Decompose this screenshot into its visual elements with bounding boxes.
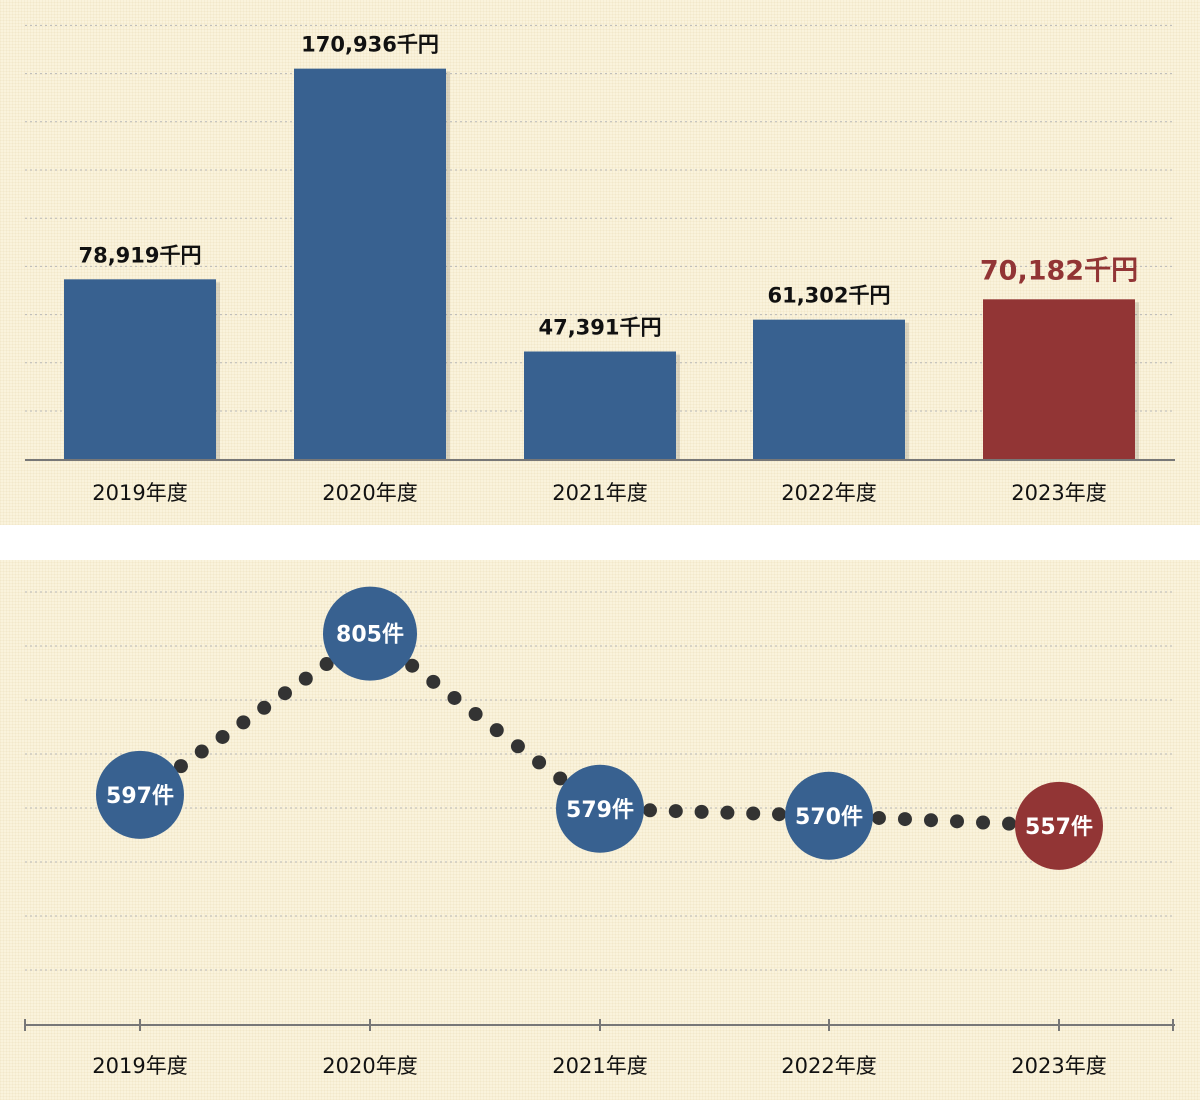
- x-tick-label: 2019年度: [92, 1054, 187, 1078]
- dotted-line-dot: [489, 723, 504, 738]
- dotted-line-dot: [772, 807, 787, 822]
- x-tick-label: 2022年度: [781, 481, 876, 505]
- x-tick-label: 2023年度: [1011, 1054, 1106, 1078]
- bar-value-label: 47,391千円: [538, 315, 661, 339]
- dotted-line-dot: [976, 815, 991, 830]
- point-value-label: 597件: [106, 784, 174, 809]
- data-point: [785, 771, 873, 860]
- line-chart-panel: 597件 2019年度 805件 2020年度 579件 2021年度 570件 2022年度…: [0, 560, 1200, 1100]
- dotted-line-dot: [405, 658, 420, 673]
- dotted-line-dot: [642, 803, 657, 818]
- dotted-line-dot: [950, 814, 965, 829]
- dotted-line-dot: [447, 690, 462, 705]
- point-value-label: 570件: [795, 805, 863, 830]
- x-tick-label: 2022年度: [781, 1054, 876, 1078]
- bar: [524, 351, 676, 460]
- bar: [64, 279, 216, 460]
- dotted-line-dot: [468, 707, 483, 722]
- bar: [753, 319, 905, 460]
- bar-chart: 78,919千円 2019年度 170,936千円 2020年度 47,391千円 202…: [25, 24, 1175, 505]
- dotted-line-dot: [694, 804, 709, 819]
- bar-value-label: 170,936千円: [301, 33, 439, 57]
- data-point: [1015, 781, 1103, 870]
- bar-value-label: 70,182千円: [980, 255, 1138, 286]
- data-point: [556, 764, 644, 853]
- data-point: [96, 750, 184, 839]
- dotted-line-dot: [923, 813, 938, 828]
- dotted-line-dot: [553, 771, 568, 786]
- x-tick-label: 2020年度: [322, 1054, 417, 1078]
- bar-value-label: 78,919千円: [78, 243, 201, 267]
- dotted-line-dot: [298, 671, 313, 686]
- dotted-line-dot: [257, 700, 272, 715]
- point-value-label: 557件: [1025, 815, 1093, 840]
- dotted-line-dot: [668, 804, 683, 819]
- point-value-label: 579件: [566, 798, 634, 823]
- x-tick-label: 2021年度: [552, 1054, 647, 1078]
- x-tick-label: 2023年度: [1011, 481, 1106, 505]
- point-value-label: 805件: [336, 623, 404, 648]
- dotted-line-dot: [215, 729, 230, 744]
- dotted-line-dot: [426, 674, 441, 689]
- line-gridlines: [25, 591, 1175, 971]
- dotted-line-dot: [1002, 816, 1017, 831]
- bar: [294, 68, 446, 461]
- dotted-line-dot: [746, 806, 761, 821]
- dotted-line-dot: [194, 744, 209, 759]
- dotted-line-dot: [871, 810, 886, 825]
- dotted-line-dot: [532, 755, 547, 770]
- dotted-line-dot: [720, 805, 735, 820]
- line-chart: 597件 2019年度 805件 2020年度 579件 2021年度 570件 2022年度…: [24, 586, 1175, 1078]
- bar-value-label: 61,302千円: [767, 284, 890, 308]
- dotted-line-dot: [277, 686, 292, 701]
- bar-chart-panel: 78,919千円 2019年度 170,936千円 2020年度 47,391千円 202…: [0, 0, 1200, 525]
- dotted-line-dot: [510, 739, 525, 754]
- x-tick-label: 2020年度: [322, 481, 417, 505]
- x-tick-label: 2019年度: [92, 481, 187, 505]
- x-tick-label: 2021年度: [552, 481, 647, 505]
- bar: [983, 299, 1135, 460]
- dotted-line-dot: [236, 715, 251, 730]
- dotted-line-dot: [319, 657, 334, 672]
- dotted-line-dot: [173, 759, 188, 774]
- dotted-line-dot: [897, 812, 912, 827]
- data-point: [323, 586, 417, 681]
- dotted-line: [173, 657, 1017, 831]
